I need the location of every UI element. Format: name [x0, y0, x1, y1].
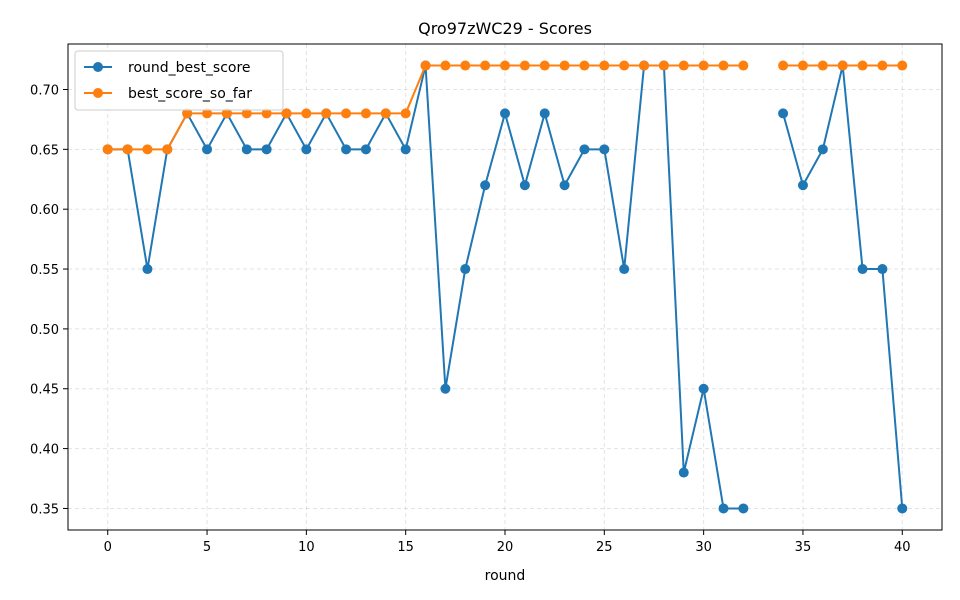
data-point: [380, 108, 391, 119]
data-point: [778, 60, 789, 71]
data-point: [619, 264, 630, 275]
data-point: [559, 180, 570, 191]
data-point: [877, 60, 888, 71]
x-tick-label: 30: [695, 540, 712, 555]
data-point: [241, 144, 252, 155]
data-point: [142, 144, 153, 155]
data-point: [500, 60, 510, 71]
data-point: [579, 144, 590, 155]
data-point: [678, 60, 689, 71]
data-point: [837, 60, 848, 71]
data-point: [817, 144, 828, 155]
series-best-score-so-far: [102, 60, 908, 155]
data-point: [797, 180, 808, 191]
y-tick-label: 0.40: [30, 443, 59, 458]
data-point: [440, 60, 451, 71]
ticks: 0 5 10 15 20 25 30 35 40 0.35 0.40 0.45 0.50 0.55 0.60…: [30, 83, 910, 555]
data-point: [519, 60, 530, 71]
data-point: [102, 144, 113, 155]
legend-label-round-best-score: round_best_score: [128, 60, 251, 76]
x-tick-label: 35: [795, 540, 812, 555]
data-point: [539, 60, 550, 71]
x-tick-label: 25: [596, 540, 613, 555]
data-point: [241, 108, 252, 119]
data-point: [619, 60, 630, 71]
data-point: [261, 108, 272, 119]
data-point: [599, 60, 610, 71]
data-point: [857, 264, 868, 275]
data-point: [817, 60, 828, 71]
data-point: [301, 144, 312, 155]
data-point: [897, 60, 908, 71]
data-point: [321, 108, 332, 119]
x-tick-label: 40: [894, 540, 911, 555]
data-point: [400, 108, 411, 119]
data-point: [301, 108, 312, 119]
data-point: [440, 383, 451, 394]
data-point: [500, 108, 510, 119]
data-point: [718, 60, 729, 71]
data-point: [221, 108, 232, 119]
legend-marker-best-score-so-far: [93, 88, 103, 98]
data-point: [559, 60, 570, 71]
grid: [68, 44, 942, 530]
legend-label-best-score-so-far: best_score_so_far: [128, 86, 252, 102]
data-point: [738, 503, 749, 514]
data-point: [122, 144, 133, 155]
data-point: [400, 144, 411, 155]
y-tick-label: 0.45: [30, 383, 59, 398]
data-point: [480, 60, 491, 71]
data-point: [658, 60, 669, 71]
data-point: [519, 180, 530, 191]
x-tick-label: 15: [397, 540, 414, 555]
x-tick-label: 0: [104, 540, 112, 555]
y-tick-label: 0.70: [30, 83, 59, 98]
data-point: [480, 180, 491, 191]
legend-marker-round-best-score: [93, 62, 103, 72]
data-point: [182, 108, 193, 119]
data-point: [857, 60, 868, 71]
data-point: [460, 60, 471, 71]
data-point: [698, 60, 709, 71]
legend-frame: [74, 50, 284, 111]
chart-title: Qro97zWC29 - Scores: [418, 19, 592, 38]
data-point: [678, 467, 689, 478]
data-point: [360, 144, 371, 155]
data-point: [162, 144, 173, 155]
data-point: [698, 383, 709, 394]
y-tick-label: 0.55: [30, 263, 59, 278]
data-point: [579, 60, 590, 71]
data-point: [202, 108, 213, 119]
data-point: [639, 60, 650, 71]
data-point: [539, 108, 550, 119]
y-tick-label: 0.65: [30, 143, 59, 158]
y-tick-label: 0.60: [30, 203, 59, 218]
data-point: [142, 264, 153, 275]
x-axis-label: round: [485, 568, 526, 584]
data-point: [360, 108, 371, 119]
y-tick-label: 0.50: [30, 323, 59, 338]
x-tick-label: 20: [497, 540, 514, 555]
data-point: [599, 144, 610, 155]
data-point: [341, 144, 352, 155]
data-point: [778, 108, 789, 119]
data-point: [738, 60, 749, 71]
data-point: [460, 264, 471, 275]
data-point: [420, 60, 431, 71]
x-tick-label: 5: [203, 540, 211, 555]
x-tick-label: 10: [298, 540, 315, 555]
legend: round_best_score best_score_so_far: [74, 50, 284, 111]
data-point: [897, 503, 908, 514]
data-point: [341, 108, 352, 119]
data-point: [877, 264, 888, 275]
data-point: [718, 503, 729, 514]
data-point: [261, 144, 272, 155]
y-tick-label: 0.35: [30, 502, 59, 517]
data-point: [797, 60, 808, 71]
data-point: [281, 108, 292, 119]
data-point: [202, 144, 213, 155]
series-layer: [102, 60, 908, 514]
